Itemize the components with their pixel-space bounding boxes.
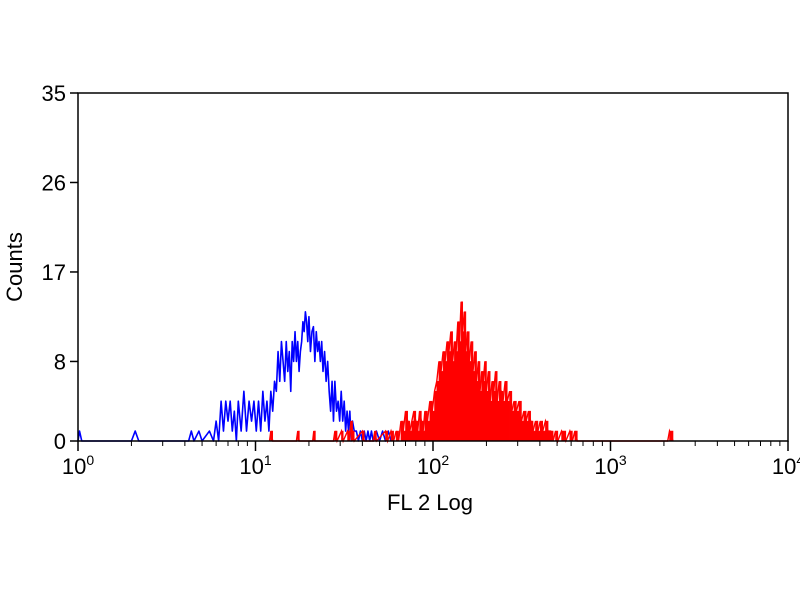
series-2-bin bbox=[547, 430, 551, 442]
series-2-bin bbox=[511, 410, 515, 442]
x-axis-title: FL 2 Log bbox=[387, 490, 473, 515]
x-tick-base: 10 bbox=[772, 454, 796, 479]
series-2-bin bbox=[516, 410, 520, 442]
series-2-outline bbox=[268, 301, 674, 444]
x-tick-label: 100 bbox=[62, 452, 94, 479]
x-tick-label: 103 bbox=[594, 452, 626, 479]
series-2-bin bbox=[521, 420, 525, 442]
y-tick-label: 35 bbox=[42, 81, 66, 106]
series-2-bin bbox=[537, 430, 541, 442]
series-2-bin bbox=[436, 381, 440, 442]
x-tick-base: 10 bbox=[594, 454, 618, 479]
series-2-bin bbox=[542, 430, 546, 442]
x-tick-exponent: 0 bbox=[86, 452, 94, 468]
series-2-bin bbox=[438, 361, 442, 442]
x-tick-base: 10 bbox=[62, 454, 86, 479]
x-tick-exponent: 1 bbox=[264, 452, 272, 468]
x-axis: 100101102103104 bbox=[62, 441, 800, 479]
series-2-bin bbox=[411, 420, 415, 442]
series-2-bin bbox=[525, 420, 529, 442]
x-tick-base: 10 bbox=[417, 454, 441, 479]
y-tick-label: 8 bbox=[54, 349, 66, 374]
x-tick-label: 102 bbox=[417, 452, 449, 479]
series-2 bbox=[268, 301, 674, 444]
x-tick-exponent: 4 bbox=[796, 452, 800, 468]
series-2-bin bbox=[502, 400, 506, 442]
series-2-bin bbox=[434, 390, 438, 442]
series-2-bin bbox=[427, 420, 431, 442]
y-tick-label: 17 bbox=[42, 260, 66, 285]
series-2-bin bbox=[431, 410, 435, 442]
y-axis-title: Counts bbox=[2, 232, 27, 302]
series-layer bbox=[77, 301, 674, 444]
x-tick-exponent: 2 bbox=[441, 452, 449, 468]
x-tick-exponent: 3 bbox=[619, 452, 627, 468]
y-tick-label: 0 bbox=[54, 429, 66, 454]
y-axis: 0 8 17 26 35 bbox=[42, 81, 78, 454]
x-tick-base: 10 bbox=[239, 454, 263, 479]
x-tick-label: 101 bbox=[239, 452, 271, 479]
series-2-bin bbox=[506, 400, 510, 442]
x-tick-label: 104 bbox=[772, 452, 800, 479]
series-2-bin bbox=[532, 430, 536, 442]
y-tick-label: 26 bbox=[42, 170, 66, 195]
series-2-bin bbox=[402, 430, 406, 442]
series-2-bin bbox=[440, 371, 444, 442]
